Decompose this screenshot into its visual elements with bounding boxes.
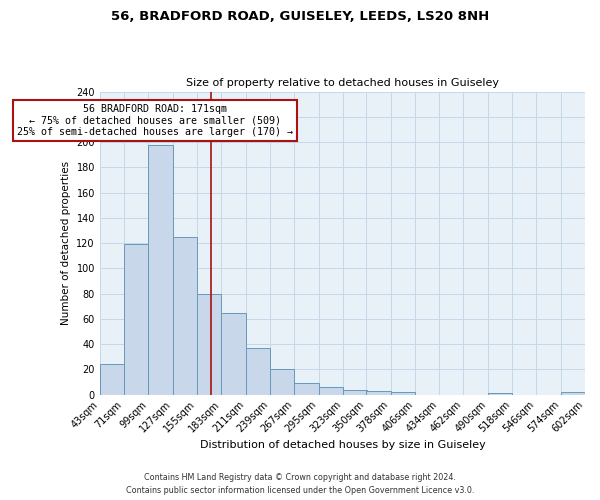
Bar — [124, 244, 148, 394]
Bar — [100, 364, 124, 394]
Bar — [366, 391, 391, 394]
Text: 56, BRADFORD ROAD, GUISELEY, LEEDS, LS20 8NH: 56, BRADFORD ROAD, GUISELEY, LEEDS, LS20… — [111, 10, 489, 23]
Bar — [391, 392, 415, 394]
Bar — [560, 392, 585, 394]
X-axis label: Distribution of detached houses by size in Guiseley: Distribution of detached houses by size … — [200, 440, 485, 450]
Bar — [270, 370, 294, 394]
Text: 56 BRADFORD ROAD: 171sqm
← 75% of detached houses are smaller (509)
25% of semi-: 56 BRADFORD ROAD: 171sqm ← 75% of detach… — [17, 104, 293, 138]
Text: Contains HM Land Registry data © Crown copyright and database right 2024.
Contai: Contains HM Land Registry data © Crown c… — [126, 474, 474, 495]
Bar — [197, 294, 221, 394]
Bar — [148, 144, 173, 394]
Bar — [294, 384, 319, 394]
Bar — [319, 387, 343, 394]
Bar — [173, 237, 197, 394]
Bar — [221, 312, 245, 394]
Y-axis label: Number of detached properties: Number of detached properties — [61, 161, 71, 325]
Bar — [245, 348, 270, 395]
Bar — [343, 390, 367, 394]
Title: Size of property relative to detached houses in Guiseley: Size of property relative to detached ho… — [186, 78, 499, 88]
